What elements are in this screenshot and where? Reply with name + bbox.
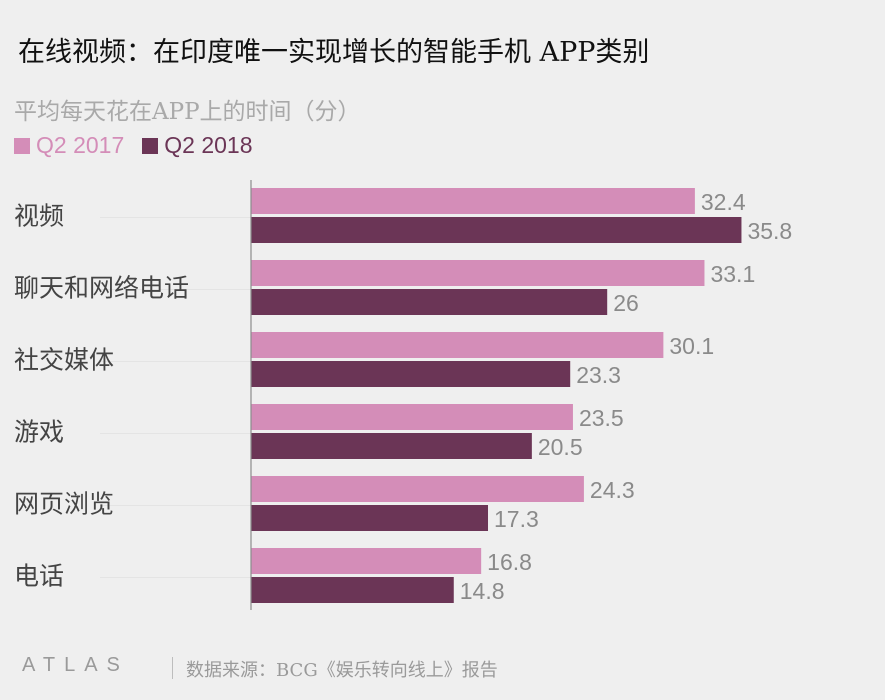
category-label: 聊天和网络电话 <box>14 274 189 303</box>
bar-2017 <box>251 404 573 430</box>
legend-item-2018: Q2 2018 <box>142 132 253 159</box>
chart-subtitle: 平均每天花在APP上的时间（分） <box>14 99 361 125</box>
data-label: 26 <box>613 290 639 316</box>
bar-2018 <box>251 289 608 315</box>
footer-divider <box>172 657 173 679</box>
data-label: 23.3 <box>576 362 621 388</box>
data-label: 23.5 <box>579 405 624 431</box>
data-label: 16.8 <box>487 549 532 575</box>
bar-2017 <box>251 332 664 358</box>
bar-2017 <box>251 548 482 574</box>
data-label: 24.3 <box>590 477 635 503</box>
data-label: 35.8 <box>747 218 792 244</box>
legend-label-2018: Q2 2018 <box>164 132 253 158</box>
category-label: 电话 <box>14 562 64 591</box>
legend-swatch-2018 <box>142 137 159 154</box>
category-label: 网页浏览 <box>14 490 114 519</box>
data-label: 17.3 <box>494 506 539 532</box>
bar-2018 <box>251 217 742 243</box>
category-label: 视频 <box>14 202 64 231</box>
category-label: 游戏 <box>14 418 64 447</box>
bar-2018 <box>251 433 532 459</box>
bar-2018 <box>251 361 571 387</box>
data-label: 14.8 <box>460 578 505 604</box>
data-label: 20.5 <box>538 434 583 460</box>
legend: Q2 2017 Q2 2018 <box>14 132 253 159</box>
data-label: 33.1 <box>710 261 755 287</box>
chart-title: 在线视频：在印度唯一实现增长的智能手机 APP类别 <box>18 37 650 68</box>
legend-item-2017: Q2 2017 <box>14 132 124 159</box>
atlas-logo: ATLAS <box>22 654 129 676</box>
bar-2017 <box>251 188 695 214</box>
data-label: 30.1 <box>669 333 714 359</box>
category-label: 社交媒体 <box>14 346 114 375</box>
bar-2017 <box>251 260 705 286</box>
data-label: 32.4 <box>701 189 746 215</box>
bar-2018 <box>251 505 489 531</box>
source-note: 数据来源：BCG《娱乐转向线上》报告 <box>186 660 498 681</box>
legend-label-2017: Q2 2017 <box>36 132 125 158</box>
bar-2017 <box>251 476 584 502</box>
bar-2018 <box>251 577 454 603</box>
legend-swatch-2017 <box>14 137 30 154</box>
